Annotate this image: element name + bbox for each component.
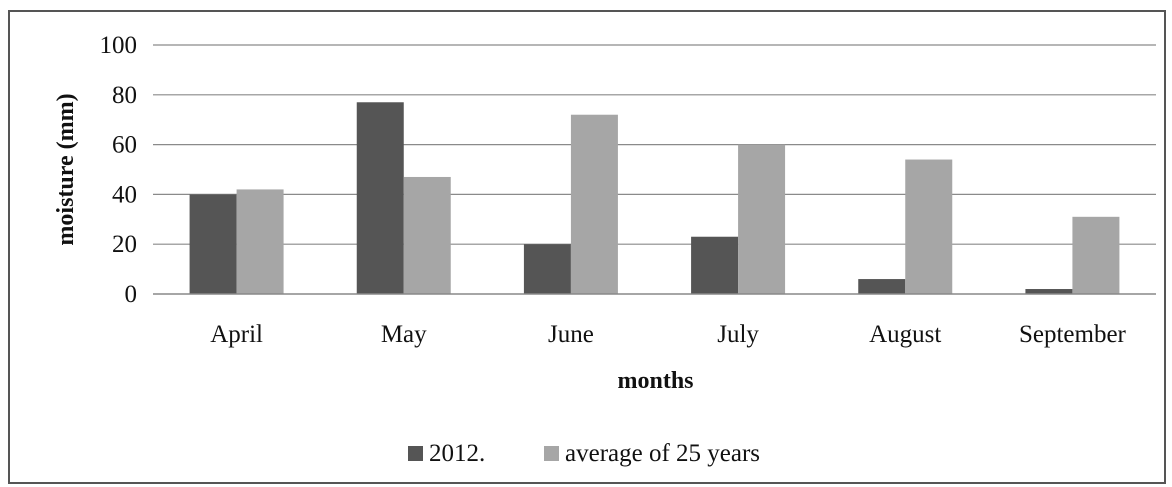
x-tick-labels: April May June July August September	[210, 321, 1126, 348]
legend-swatch	[544, 446, 559, 461]
gridlines	[153, 44, 1156, 245]
y-tick-label: 20	[112, 231, 137, 258]
y-tick-label: 100	[100, 32, 138, 59]
x-tick-label: May	[381, 321, 427, 348]
y-tick-label: 40	[112, 181, 137, 208]
x-tick-label: April	[210, 321, 263, 348]
x-tick-label: September	[1019, 321, 1127, 348]
y-axis-title: moisture (mm)	[53, 93, 79, 245]
bar	[738, 144, 786, 294]
bar	[1072, 216, 1120, 294]
bars	[189, 102, 1120, 295]
y-tick-label: 60	[112, 132, 137, 159]
bar	[905, 159, 953, 294]
bar	[189, 194, 237, 294]
legend-swatch	[408, 446, 423, 461]
bar	[403, 176, 451, 294]
bar	[691, 236, 739, 294]
bar	[570, 114, 618, 294]
x-tick-label: June	[548, 321, 594, 348]
y-tick-labels: 0 20 40 60 80 100	[100, 32, 138, 308]
y-tick-label: 80	[112, 82, 137, 109]
x-tick-label: July	[717, 321, 759, 348]
legend-label: 2012.	[429, 440, 485, 467]
bar	[858, 279, 906, 294]
x-tick-label: August	[869, 321, 941, 348]
x-axis-title: months	[617, 368, 693, 394]
bar	[523, 244, 571, 294]
bar	[356, 102, 404, 295]
bar	[236, 189, 284, 294]
legend: 2012. average of 25 years	[408, 440, 760, 467]
bar	[1025, 289, 1073, 294]
y-tick-label: 0	[125, 281, 138, 308]
legend-label: average of 25 years	[565, 440, 760, 467]
